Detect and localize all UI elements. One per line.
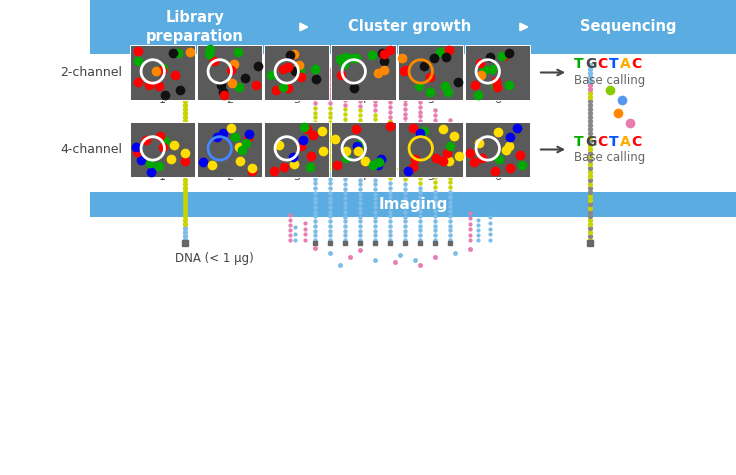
- Text: Sequencing: Sequencing: [580, 19, 676, 35]
- Text: 4: 4: [360, 95, 367, 105]
- Text: Base calling: Base calling: [574, 74, 645, 87]
- Bar: [465, 45, 530, 100]
- Text: C: C: [631, 134, 642, 149]
- Text: T: T: [609, 57, 618, 72]
- Bar: [331, 45, 396, 100]
- Text: T: T: [609, 134, 618, 149]
- Text: Base calling: Base calling: [574, 151, 645, 164]
- Text: 6: 6: [494, 172, 501, 182]
- Text: Library
preparation: Library preparation: [146, 10, 244, 44]
- Text: T: T: [574, 134, 584, 149]
- Text: 2-channel: 2-channel: [60, 66, 122, 79]
- Text: 1: 1: [159, 172, 166, 182]
- Text: A: A: [620, 134, 631, 149]
- Text: 5: 5: [427, 95, 434, 105]
- Bar: [90, 0, 736, 54]
- Text: 4: 4: [360, 172, 367, 182]
- Text: G: G: [586, 134, 597, 149]
- Text: 3: 3: [293, 172, 300, 182]
- Text: 2: 2: [226, 172, 233, 182]
- Text: Imaging: Imaging: [378, 197, 447, 212]
- Text: 5: 5: [427, 172, 434, 182]
- Bar: [130, 122, 195, 177]
- Bar: [331, 122, 396, 177]
- Text: C: C: [631, 57, 642, 72]
- Text: 4-channel: 4-channel: [60, 143, 122, 156]
- Text: 2: 2: [226, 95, 233, 105]
- Text: G: G: [586, 57, 597, 72]
- Bar: [90, 192, 736, 217]
- Bar: [197, 45, 262, 100]
- Bar: [398, 45, 463, 100]
- Bar: [264, 45, 329, 100]
- Text: Cluster growth: Cluster growth: [348, 19, 472, 35]
- Text: DNA (< 1 µg): DNA (< 1 µg): [175, 252, 254, 265]
- Text: T: T: [574, 57, 584, 72]
- Text: C: C: [597, 134, 607, 149]
- Bar: [398, 122, 463, 177]
- Bar: [130, 45, 195, 100]
- Text: A: A: [620, 57, 631, 72]
- Text: 6: 6: [494, 95, 501, 105]
- Text: 3: 3: [293, 95, 300, 105]
- Bar: [264, 122, 329, 177]
- Bar: [465, 122, 530, 177]
- Text: C: C: [597, 57, 607, 72]
- Text: 1: 1: [159, 95, 166, 105]
- Bar: [197, 122, 262, 177]
